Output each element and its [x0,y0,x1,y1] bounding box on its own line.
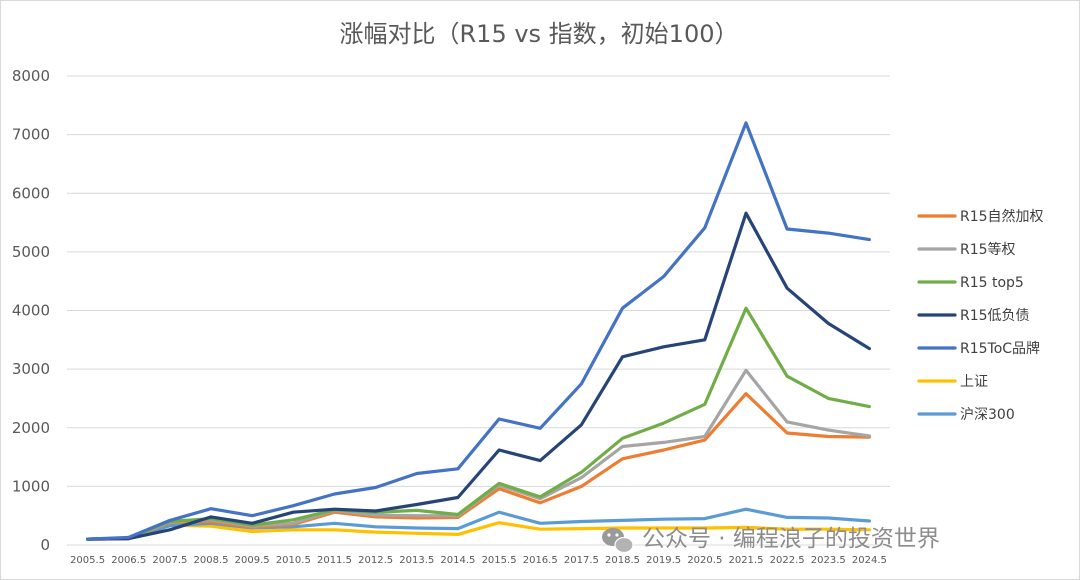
x-axis-ticks: 2005.5 2006.5 2007.5 2008.5 2009.5 2010.5 2011… [70,555,887,566]
legend-item[interactable]: 上证 [917,374,988,390]
series-line-5 [85,521,872,541]
series-line-2 [85,306,872,541]
y-tick-label: 3000 [12,360,50,378]
legend-item[interactable]: R15低负债 [917,308,1030,324]
x-tick-label: 2010.5 [276,555,311,566]
watermark-text: 公众号 · 编程浪子的投资世界 [642,526,940,552]
series-line-4 [85,121,872,541]
legend-label: R15 top5 [960,275,1024,291]
legend-item[interactable]: R15自然加权 [917,208,1044,225]
y-tick-label: 0 [40,536,50,554]
series-line-1 [85,368,872,541]
x-tick-label: 2008.5 [194,555,229,566]
x-tick-label: 2021.5 [728,555,763,566]
x-tick-label: 2007.5 [152,555,187,566]
y-axis-ticks: 0 1000 2000 3000 4000 5000 6000 7000 8000 [12,67,50,554]
x-tick-label: 2023.5 [811,555,846,566]
chart-title: 涨幅对比（R15 vs 指数，初始100） [340,20,739,48]
series-lines [85,121,872,541]
x-tick-label: 2017.5 [564,555,599,566]
x-tick-label: 2020.5 [687,555,722,566]
x-tick-label: 2012.5 [358,555,393,566]
x-tick-label: 2011.5 [317,555,352,566]
x-tick-label: 2024.5 [852,555,887,566]
legend-label: R15自然加权 [960,208,1044,225]
y-tick-label: 6000 [12,184,50,202]
series-line-3 [85,211,872,541]
legend-item[interactable]: 沪深300 [917,407,1015,423]
x-tick-label: 2005.5 [70,555,105,566]
legend-label: R15低负债 [960,308,1030,324]
wechat-icon [602,528,634,554]
legend[interactable]: R15自然加权 R15等权 R15 top5 R15低负债 R15ToC品牌上证沪深30… [917,208,1044,423]
x-tick-label: 2006.5 [111,555,146,566]
x-tick-label: 2013.5 [399,555,434,566]
legend-item[interactable]: R15 top5 [917,275,1024,291]
x-tick-label: 2022.5 [770,555,805,566]
y-tick-label: 2000 [12,419,50,437]
watermark: 公众号 · 编程浪子的投资世界 [602,526,940,554]
y-tick-label: 4000 [12,302,50,320]
legend-label: R15等权 [960,241,1016,258]
legend-item[interactable]: R15等权 [917,241,1016,258]
y-tick-label: 1000 [12,477,50,495]
x-tick-label: 2014.5 [440,555,475,566]
legend-item[interactable]: R15ToC品牌 [917,340,1040,357]
y-tick-label: 7000 [12,126,50,144]
legend-label: 上证 [960,374,988,390]
gridlines [67,75,890,546]
legend-label: R15ToC品牌 [960,340,1040,357]
y-tick-label: 5000 [12,243,50,261]
x-tick-label: 2018.5 [605,555,640,566]
legend-label: 沪深300 [960,407,1015,423]
y-tick-label: 8000 [12,67,50,85]
x-tick-label: 2019.5 [646,555,681,566]
x-tick-label: 2015.5 [482,555,517,566]
x-tick-label: 2009.5 [235,555,270,566]
x-tick-label: 2016.5 [523,555,558,566]
